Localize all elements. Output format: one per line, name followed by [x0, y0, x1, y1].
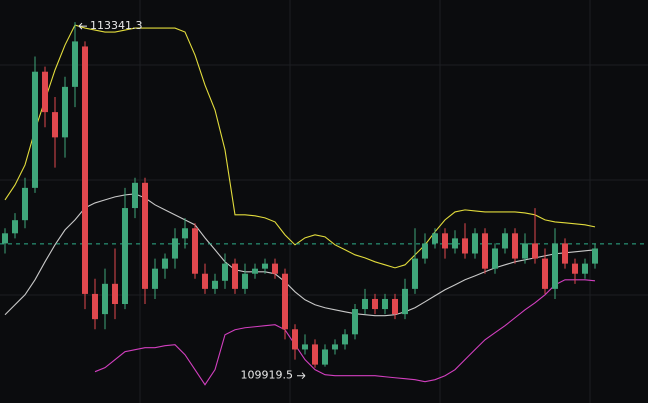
candle-body: [372, 298, 378, 310]
candle-body: [472, 233, 478, 254]
candle-body: [542, 258, 548, 289]
candle-body: [322, 349, 328, 365]
candle-body: [142, 182, 148, 289]
candle-body: [552, 243, 558, 289]
candle-body: [42, 71, 48, 113]
candle-body: [392, 298, 398, 315]
candle-body: [332, 344, 338, 350]
candle-body: [202, 273, 208, 289]
candle-body: [112, 283, 118, 305]
candle-body: [2, 233, 8, 244]
candle-body: [512, 233, 518, 259]
candle-body: [52, 112, 58, 138]
candle-body: [132, 182, 138, 209]
candle-body: [222, 263, 228, 281]
candle-body: [462, 238, 468, 254]
arrow: [78, 22, 87, 30]
candle-body: [592, 248, 598, 264]
candle-body: [12, 220, 18, 234]
candle-body: [272, 263, 278, 274]
candle-body: [102, 283, 108, 315]
candle-body: [82, 46, 88, 294]
candle-body: [432, 233, 438, 244]
candle-body: [302, 344, 308, 350]
candle-body: [492, 248, 498, 269]
lower-band: [94, 279, 596, 386]
candle-body: [362, 298, 368, 310]
candle-body: [262, 263, 268, 269]
min-label: 109919.5: [241, 369, 294, 382]
candle-body: [72, 41, 78, 87]
candle-body: [452, 238, 458, 249]
candle-body: [212, 280, 218, 289]
candle-body: [442, 233, 448, 249]
candle-body: [122, 208, 128, 305]
candle-body: [152, 268, 158, 289]
candle-body: [312, 344, 318, 365]
candle-body: [232, 263, 238, 289]
candle-body: [522, 243, 528, 259]
arrow: [297, 372, 306, 380]
candle-body: [252, 268, 258, 274]
candle-body: [342, 334, 348, 345]
candle-body: [292, 329, 298, 350]
candle-body: [422, 243, 428, 259]
candle-body: [92, 293, 98, 320]
candle-body: [532, 243, 538, 259]
candle-body: [32, 71, 38, 188]
candle-body: [562, 243, 568, 264]
candle-body: [382, 298, 388, 310]
candle-body: [192, 228, 198, 274]
candle-body: [402, 288, 408, 315]
candle-body: [162, 258, 168, 269]
candle-body: [502, 233, 508, 249]
upper-band: [4, 24, 596, 269]
candle-body: [242, 273, 248, 289]
candle-body: [22, 187, 28, 221]
candle-body: [352, 309, 358, 335]
max-label: 113341.3: [90, 19, 143, 32]
candle-body: [482, 233, 488, 269]
candle-body: [582, 263, 588, 274]
candle-body: [172, 238, 178, 259]
candle-body: [182, 228, 188, 239]
candle-body: [62, 86, 68, 138]
candle-body: [572, 263, 578, 274]
candle-body: [412, 258, 418, 289]
plot: 113341.3 109919.5: [0, 19, 648, 386]
candle-body: [282, 273, 288, 330]
